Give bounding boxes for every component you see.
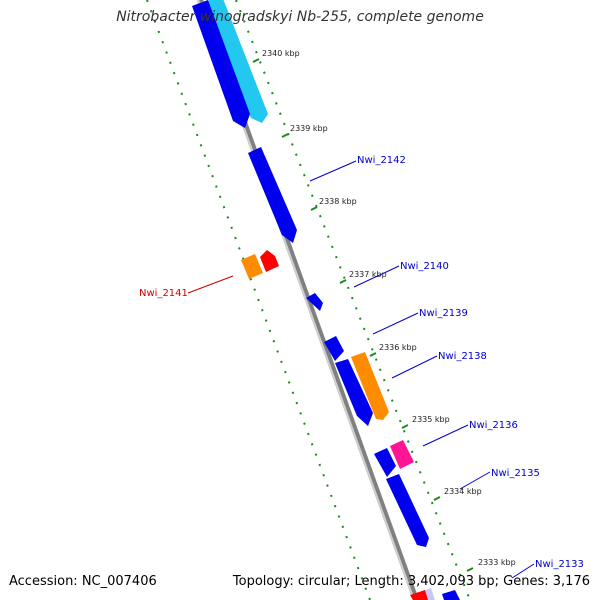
kbp-tick-mark xyxy=(401,424,409,429)
gene-nwi-2138-orange[interactable] xyxy=(351,352,389,420)
tick-2340: 2340 kbp xyxy=(262,49,300,58)
tick-2335: 2335 kbp xyxy=(412,415,450,424)
gene-top-left[interactable] xyxy=(192,0,250,128)
kbp-tick-mark xyxy=(252,58,260,63)
kbp-tick-mark xyxy=(310,206,318,211)
kbp-tick-mark xyxy=(433,496,441,501)
label-nwi-2139[interactable]: Nwi_2139 xyxy=(419,308,468,319)
gene-nwi-2138-blue[interactable] xyxy=(335,359,373,426)
track-line-outer xyxy=(146,0,371,600)
label-nwi-2140[interactable]: Nwi_2140 xyxy=(400,261,449,272)
gene-bottom-red[interactable] xyxy=(410,590,430,600)
track-line-inner xyxy=(235,0,471,600)
label-nwi-2133[interactable]: Nwi_2133 xyxy=(535,559,584,570)
gene-bottom-blue[interactable] xyxy=(386,474,429,547)
gene-nwi-2136[interactable] xyxy=(390,440,414,469)
gene-nwi-2135[interactable] xyxy=(374,448,396,477)
gene-labels: Nwi_2142 Nwi_2140 Nwi_2141 Nwi_2139 Nwi_… xyxy=(139,155,584,570)
accession-text: Accession: NC_007406 xyxy=(9,574,157,589)
tick-2333: 2333 kbp xyxy=(478,558,516,567)
gene-red[interactable] xyxy=(260,250,279,272)
genome-summary-text: Topology: circular; Length: 3,402,093 bp… xyxy=(232,574,590,589)
kbp-tick-mark xyxy=(466,567,474,572)
gene-cyan[interactable] xyxy=(204,0,268,123)
label-nwi-2136[interactable]: Nwi_2136 xyxy=(469,420,518,431)
label-nwi-2135[interactable]: Nwi_2135 xyxy=(491,468,540,479)
kbp-tick-mark xyxy=(281,133,289,138)
tick-2336: 2336 kbp xyxy=(379,343,417,352)
tick-2339: 2339 kbp xyxy=(290,124,328,133)
gene-nwi-2139[interactable] xyxy=(324,336,344,361)
kbp-tick-mark xyxy=(369,352,377,357)
tick-2338: 2338 kbp xyxy=(319,197,357,206)
label-nwi-2142[interactable]: Nwi_2142 xyxy=(357,155,406,166)
label-nwi-2138[interactable]: Nwi_2138 xyxy=(438,351,487,362)
label-leaders xyxy=(187,160,535,579)
tick-2334: 2334 kbp xyxy=(444,487,482,496)
gene-nwi-2142[interactable] xyxy=(248,147,297,243)
tick-2337: 2337 kbp xyxy=(349,270,387,279)
kbp-tick-mark xyxy=(339,279,347,284)
gene-nwi-2140[interactable] xyxy=(306,293,323,311)
label-nwi-2141[interactable]: Nwi_2141 xyxy=(139,288,188,299)
tick-labels: 2340 kbp 2339 kbp 2338 kbp 2337 kbp 2336… xyxy=(262,49,516,567)
gene-bottom-right-blue[interactable] xyxy=(442,590,460,600)
gene-nwi-2141-orange[interactable] xyxy=(241,254,263,279)
gene-bottom-pink[interactable] xyxy=(425,588,435,600)
genome-title: Nitrobacter winogradskyi Nb-255, complet… xyxy=(116,9,484,25)
